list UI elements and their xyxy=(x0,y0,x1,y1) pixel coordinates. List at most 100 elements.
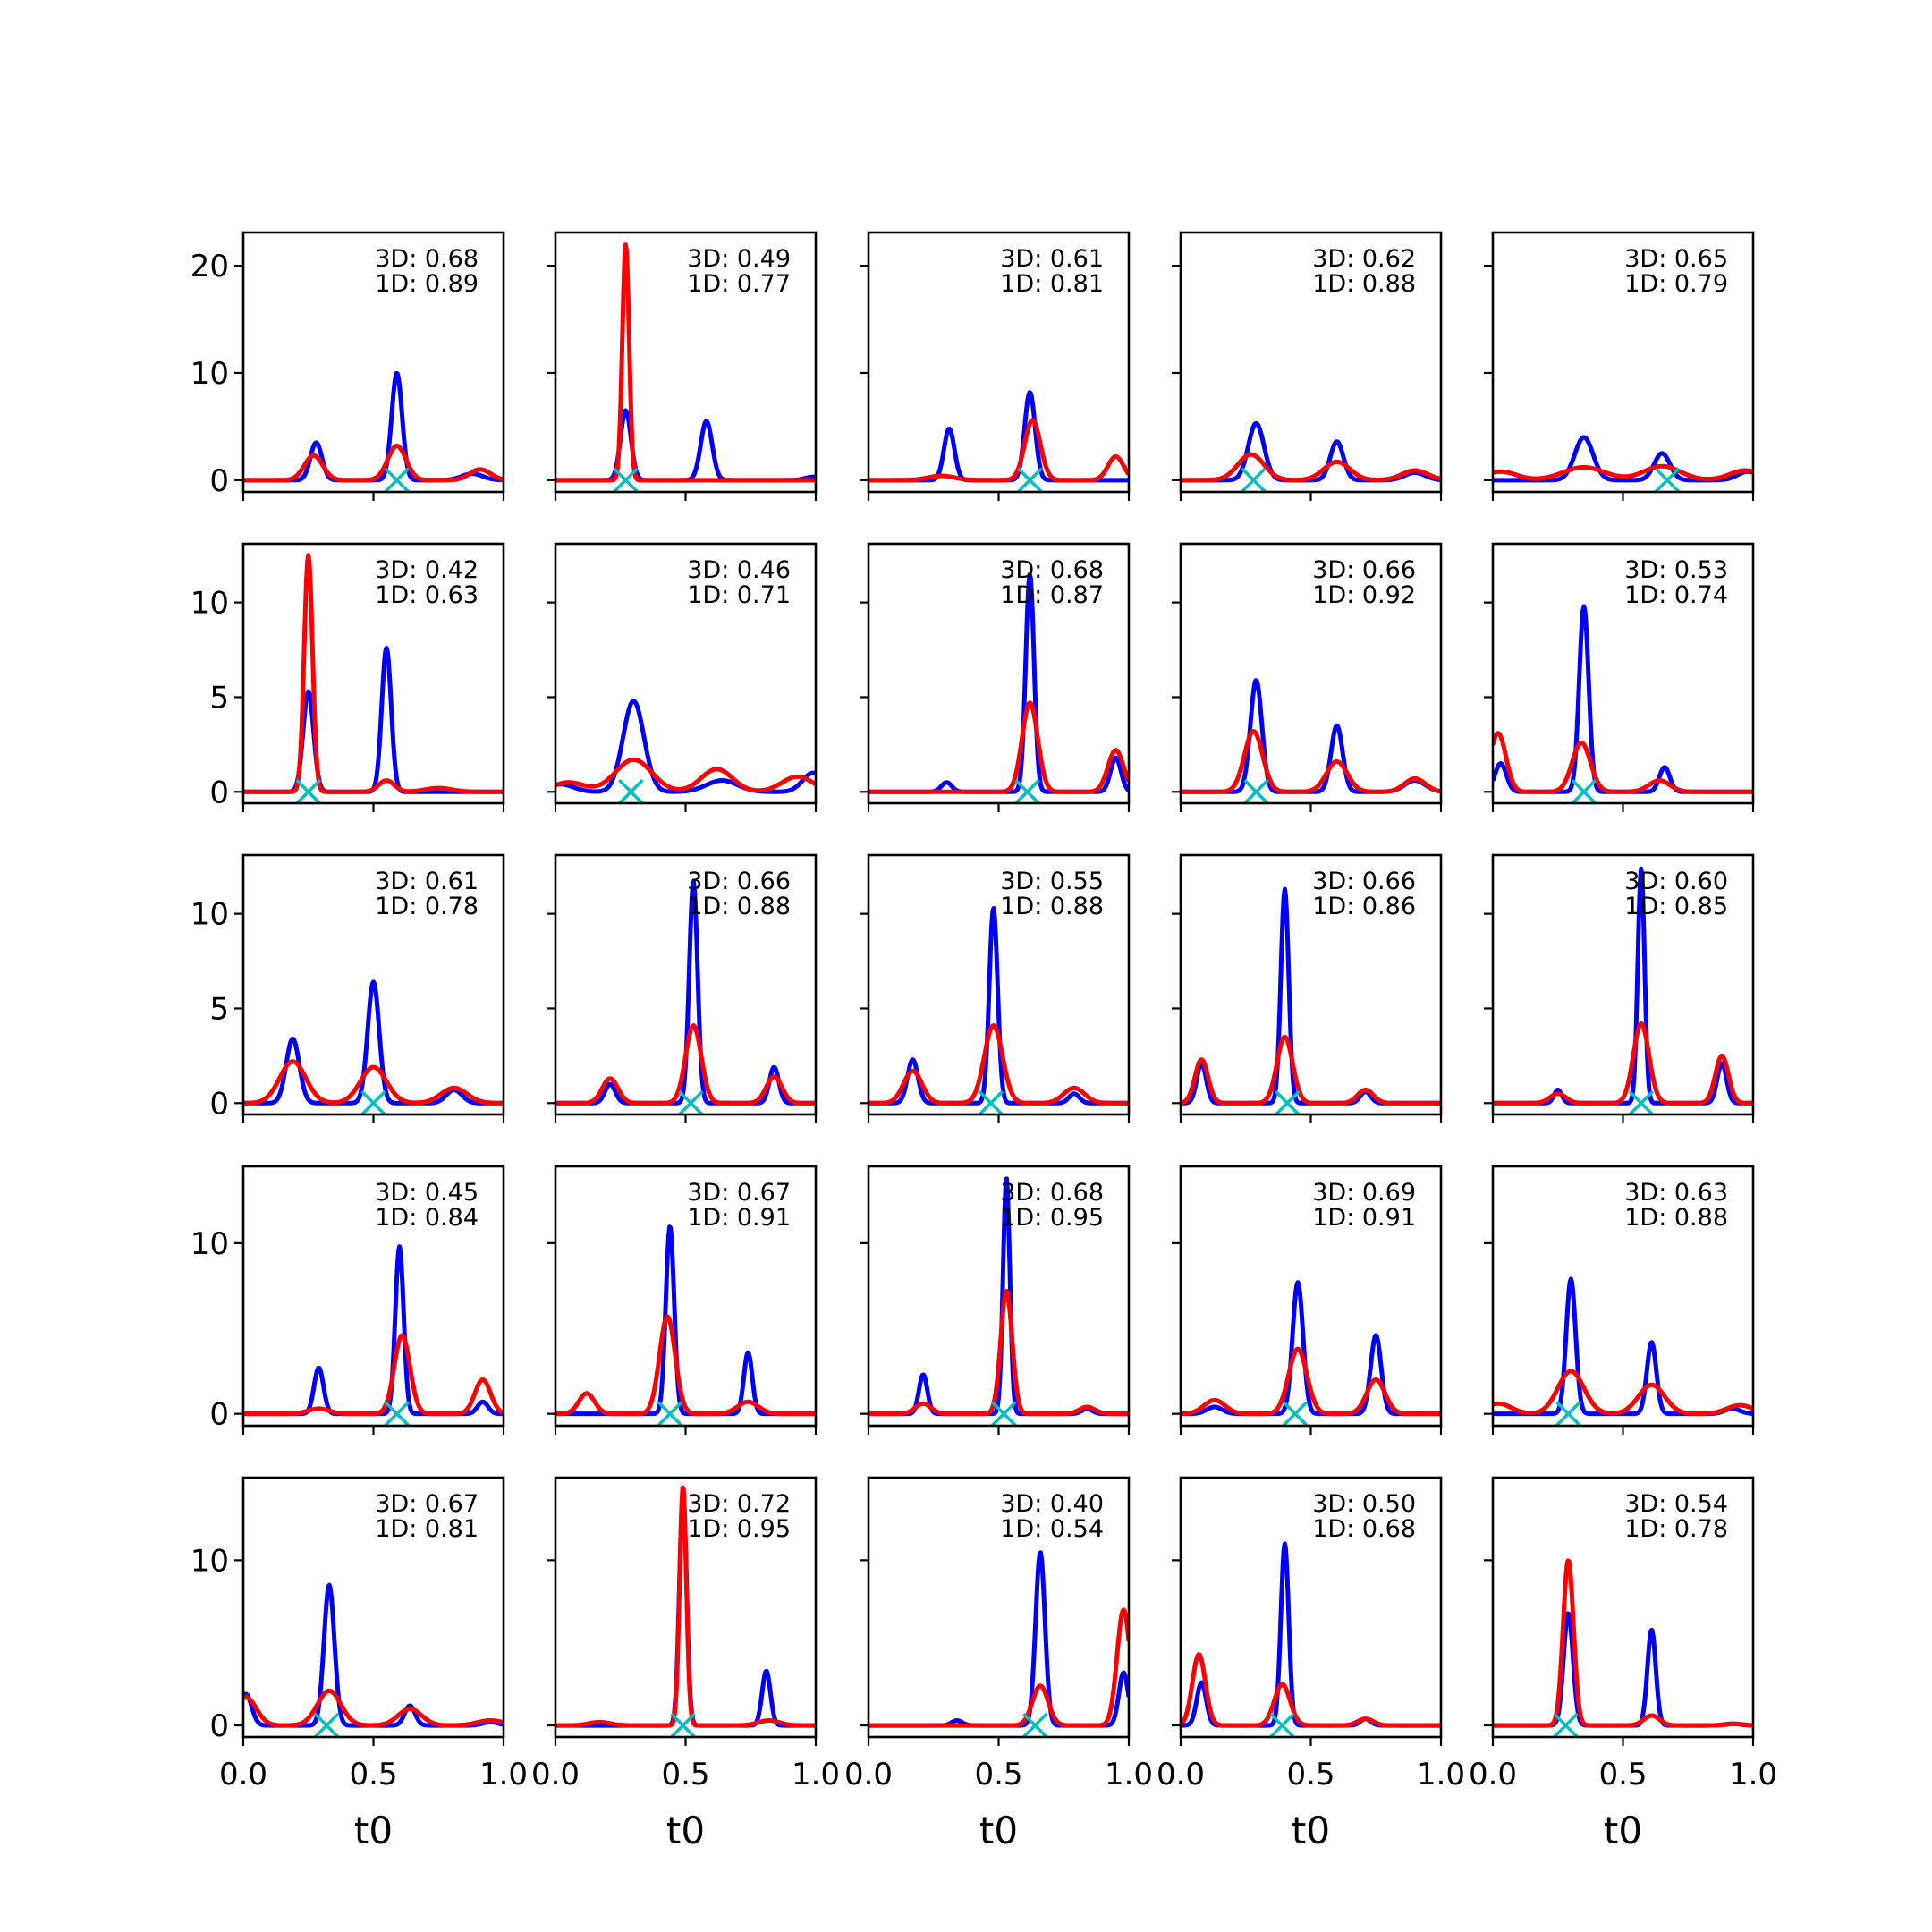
marker-x xyxy=(1555,1401,1581,1427)
red-series-line xyxy=(555,1314,816,1417)
red-series-line xyxy=(243,444,504,483)
red-series-line xyxy=(1181,1652,1441,1728)
marker-x xyxy=(1628,1090,1655,1116)
plot-area xyxy=(243,370,504,483)
marker-stroke xyxy=(1014,779,1040,805)
plot-area xyxy=(1493,1558,1753,1728)
x-axis-label: t0 xyxy=(666,1809,705,1852)
annotation-1d: 1D: 0.91 xyxy=(1312,1204,1416,1232)
annotation-1d: 1D: 0.87 xyxy=(1000,581,1104,609)
red-series-line xyxy=(1493,1368,1753,1417)
marker-x xyxy=(1654,467,1681,494)
marker-x xyxy=(1022,1712,1048,1739)
x-tick-label: 0.5 xyxy=(974,1757,1022,1792)
red-series-line xyxy=(555,1023,816,1106)
annotation-1d: 1D: 0.88 xyxy=(1312,270,1416,298)
x-axis-label: t0 xyxy=(1604,1809,1642,1852)
red-series-line xyxy=(1493,463,1753,482)
marker-x xyxy=(1241,467,1267,494)
plot-area xyxy=(555,1485,816,1728)
plot-area xyxy=(869,390,1129,483)
annotation-3d: 3D: 0.66 xyxy=(687,868,791,895)
y-tick-label: 20 xyxy=(191,249,229,284)
annotation-3d: 3D: 0.60 xyxy=(1624,868,1728,895)
marker-x xyxy=(1269,1712,1295,1739)
red-series-line xyxy=(555,1485,816,1728)
annotation-3d: 3D: 0.40 xyxy=(1000,1490,1104,1518)
annotation-3d: 3D: 0.67 xyxy=(687,1179,791,1207)
annotation-3d: 3D: 0.54 xyxy=(1624,1490,1728,1518)
annotation-3d: 3D: 0.45 xyxy=(375,1179,479,1207)
marker-stroke xyxy=(991,1401,1017,1427)
red-series-line xyxy=(869,1607,1129,1728)
y-tick-label: 5 xyxy=(209,680,229,716)
annotation-1d: 1D: 0.74 xyxy=(1624,581,1728,609)
annotation-1d: 1D: 0.77 xyxy=(687,270,791,298)
red-series-line xyxy=(1493,1558,1753,1728)
annotation-1d: 1D: 0.63 xyxy=(375,581,479,609)
x-tick-label: 1.0 xyxy=(792,1757,840,1792)
annotation-3d: 3D: 0.61 xyxy=(375,868,479,895)
y-tick-label: 10 xyxy=(191,356,229,392)
annotation-1d: 1D: 0.78 xyxy=(1624,1515,1728,1543)
blue-series-line xyxy=(1181,678,1441,794)
red-series-line xyxy=(243,553,504,794)
blue-series-line xyxy=(243,645,504,794)
annotation-3d: 3D: 0.53 xyxy=(1624,556,1728,584)
annotation-3d: 3D: 0.63 xyxy=(1624,1179,1728,1207)
y-tick-label: 5 xyxy=(209,991,229,1027)
annotation-1d: 1D: 0.78 xyxy=(375,893,479,920)
marker-stroke xyxy=(1571,779,1597,805)
annotation-1d: 1D: 0.68 xyxy=(1312,1515,1416,1543)
blue-series-line xyxy=(869,1550,1129,1728)
marker-stroke xyxy=(1017,467,1043,494)
marker-x xyxy=(1571,779,1597,805)
y-tick-label: 0 xyxy=(209,1397,229,1433)
blue-series-line xyxy=(555,1224,816,1417)
marker-stroke xyxy=(384,1401,410,1427)
plot-area xyxy=(243,1582,504,1728)
annotation-3d: 3D: 0.61 xyxy=(1000,245,1104,273)
marker-stroke xyxy=(1241,467,1267,494)
marker-stroke xyxy=(613,467,639,494)
marker-x xyxy=(657,1401,683,1427)
plot-area xyxy=(869,572,1129,794)
x-tick-label: 1.0 xyxy=(1417,1757,1465,1792)
y-tick-label: 10 xyxy=(191,586,229,622)
annotation-3d: 3D: 0.55 xyxy=(1000,868,1104,895)
red-series-line xyxy=(1493,731,1753,794)
annotation-1d: 1D: 0.88 xyxy=(687,893,791,920)
annotation-3d: 3D: 0.69 xyxy=(1312,1179,1416,1207)
blue-series-line xyxy=(1493,1611,1753,1728)
red-series-line xyxy=(243,1333,504,1417)
marker-stroke xyxy=(1654,467,1681,494)
marker-x xyxy=(1275,1090,1301,1116)
y-tick-label: 10 xyxy=(191,897,229,933)
y-tick-label: 0 xyxy=(209,1086,229,1122)
red-series-line xyxy=(869,418,1129,483)
annotation-1d: 1D: 0.84 xyxy=(375,1204,479,1232)
marker-x xyxy=(295,779,321,805)
annotation-1d: 1D: 0.71 xyxy=(687,581,791,609)
marker-stroke xyxy=(1628,1090,1655,1116)
annotation-3d: 3D: 0.50 xyxy=(1312,1490,1416,1518)
y-tick-label: 10 xyxy=(191,1226,229,1262)
plot-area xyxy=(555,242,816,483)
annotation-1d: 1D: 0.88 xyxy=(1000,893,1104,920)
x-tick-label: 0.0 xyxy=(1469,1757,1517,1792)
plot-area xyxy=(243,1244,504,1417)
blue-series-line xyxy=(243,979,504,1106)
marker-x xyxy=(1014,779,1040,805)
blue-series-line xyxy=(1181,1541,1441,1728)
annotation-1d: 1D: 0.86 xyxy=(1312,893,1416,920)
plot-area xyxy=(555,1224,816,1417)
